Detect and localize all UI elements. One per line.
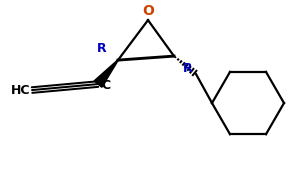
- Text: HC: HC: [10, 84, 30, 97]
- Text: O: O: [142, 4, 154, 18]
- Polygon shape: [94, 60, 118, 87]
- Text: R: R: [183, 62, 193, 75]
- Text: C: C: [101, 78, 110, 91]
- Text: R: R: [97, 42, 107, 55]
